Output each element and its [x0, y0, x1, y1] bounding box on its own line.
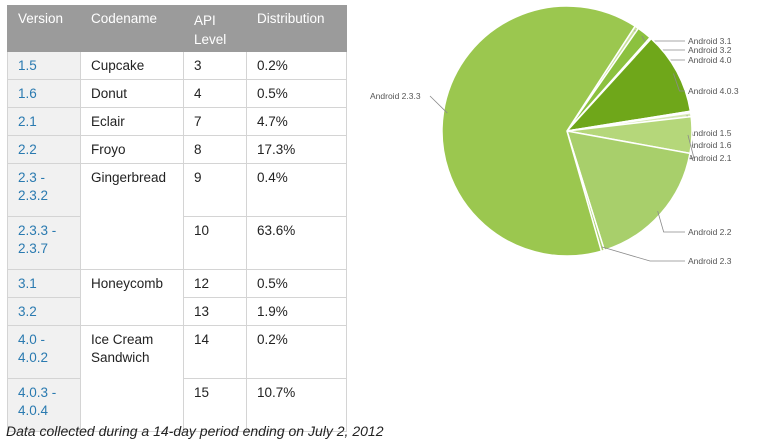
distribution-cell: 0.5% — [246, 269, 347, 298]
codename-cell: Ice Cream Sandwich — [80, 325, 184, 432]
codename-cell: Eclair — [80, 107, 184, 136]
api-cell: 3 — [183, 51, 247, 80]
api-cell: 14 — [183, 325, 247, 379]
pie-label: Android 1.5 — [688, 128, 732, 138]
distribution-table: Version Codename API Level Distribution 1… — [7, 5, 347, 432]
codename-cell: Donut — [80, 79, 184, 108]
pie-slice-android-2-2 — [565, 130, 691, 252]
pie-label: Android 4.0 — [688, 55, 732, 65]
table-row: 2.3.3 -2.3.7 10 63.6% — [7, 216, 347, 270]
pie-label: Android 2.2 — [688, 227, 732, 237]
table-row: 4.0 -4.0.2 Ice Cream Sandwich 14 0.2% — [7, 325, 347, 432]
pie-label: Android 3.2 — [688, 45, 732, 55]
table-row: 4.0.3 -4.0.4 15 10.7% — [7, 378, 347, 432]
pie-leader-line — [673, 73, 685, 92]
table-row: 2.2 Froyo 8 17.3% — [7, 135, 347, 164]
data-collection-caption: Data collected during a 14-day period en… — [6, 423, 384, 439]
pie-leader-line — [429, 95, 448, 114]
pie-slice-android-2-3-3 — [441, 5, 637, 257]
version-cell[interactable]: 3.2 — [7, 297, 81, 326]
table-row: 2.1 Eclair 7 4.7% — [7, 107, 347, 136]
table-row: 3.1 Honeycomb 12 0.5% — [7, 269, 347, 326]
pie-label: Android 3.1 — [688, 36, 732, 46]
pie-leader-line — [601, 246, 685, 262]
version-cell[interactable]: 1.5 — [7, 51, 81, 80]
pie-label: Android 2.3.3 — [370, 91, 421, 101]
version-cell[interactable]: 4.0.3 -4.0.4 — [7, 378, 81, 432]
header-version: Version — [7, 5, 81, 52]
header-distribution: Distribution — [246, 5, 347, 52]
version-cell[interactable]: 2.3 -2.3.2 — [7, 163, 81, 217]
api-cell: 7 — [183, 107, 247, 136]
pie-leader-line — [657, 211, 685, 233]
api-cell: 15 — [183, 378, 247, 432]
table-row: 1.6 Donut 4 0.5% — [7, 79, 347, 108]
codename-cell: Gingerbread — [80, 163, 184, 270]
pie-label: Android 2.1 — [688, 153, 732, 163]
distribution-cell: 63.6% — [246, 216, 347, 270]
version-cell[interactable]: 2.2 — [7, 135, 81, 164]
codename-cell: Froyo — [80, 135, 184, 164]
version-cell[interactable]: 3.1 — [7, 269, 81, 298]
table-header-row: Version Codename API Level Distribution — [7, 5, 347, 52]
api-cell: 4 — [183, 79, 247, 108]
api-cell: 13 — [183, 297, 247, 326]
pie-label: Android 2.3 — [688, 256, 732, 266]
distribution-cell: 10.7% — [246, 378, 347, 432]
version-cell[interactable]: 2.1 — [7, 107, 81, 136]
distribution-cell: 0.2% — [246, 325, 347, 379]
pie-label: Android 1.6 — [688, 140, 732, 150]
distribution-cell: 4.7% — [246, 107, 347, 136]
api-cell: 10 — [183, 216, 247, 270]
pie-label: Android 4.0.3 — [688, 86, 739, 96]
pie-slice-android-4-0-3 — [564, 37, 692, 133]
api-cell: 12 — [183, 269, 247, 298]
codename-cell: Honeycomb — [80, 269, 184, 326]
